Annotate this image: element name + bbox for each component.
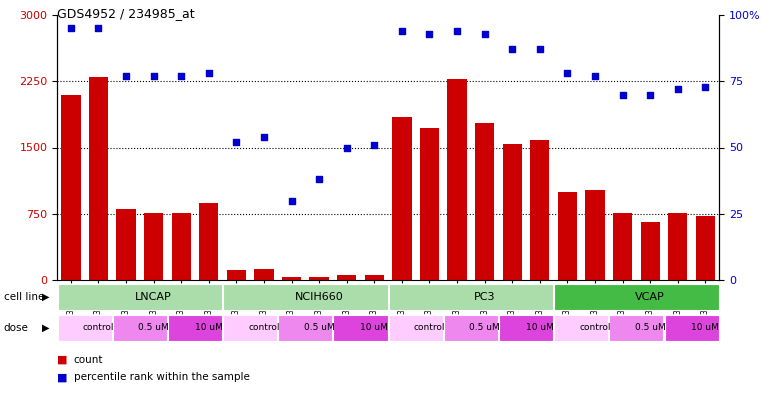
Bar [199, 203, 218, 280]
Bar [613, 213, 632, 280]
Text: ■: ■ [57, 373, 68, 382]
Text: control: control [414, 323, 445, 332]
Bar [168, 316, 222, 341]
Point [231, 139, 243, 145]
Point [258, 134, 270, 140]
Bar [554, 316, 608, 341]
Bar [558, 192, 577, 280]
Bar [392, 117, 412, 280]
Point [562, 70, 574, 77]
Text: 10 uM: 10 uM [526, 323, 554, 332]
Bar [282, 277, 301, 280]
Bar [116, 209, 135, 280]
Text: 0.5 uM: 0.5 uM [470, 323, 500, 332]
Point [699, 83, 712, 90]
Bar [475, 123, 495, 280]
Text: 0.5 uM: 0.5 uM [139, 323, 169, 332]
Text: 0.5 uM: 0.5 uM [304, 323, 335, 332]
Point [644, 91, 656, 97]
Bar [279, 316, 333, 341]
Point [313, 176, 325, 182]
Bar [420, 128, 439, 280]
Text: VCAP: VCAP [635, 292, 665, 302]
Text: ▶: ▶ [42, 323, 49, 333]
Bar [58, 316, 112, 341]
Bar [333, 316, 387, 341]
Text: control: control [248, 323, 280, 332]
Bar [664, 316, 718, 341]
Bar [668, 213, 687, 280]
Text: percentile rank within the sample: percentile rank within the sample [74, 373, 250, 382]
Point [423, 30, 435, 37]
Text: LNCAP: LNCAP [135, 292, 172, 302]
Point [368, 142, 380, 148]
Text: control: control [579, 323, 611, 332]
Bar [610, 316, 664, 341]
Bar [389, 316, 443, 341]
Bar [641, 222, 660, 280]
Point [92, 25, 104, 31]
Bar [144, 213, 164, 280]
Bar [223, 285, 387, 310]
Bar [61, 94, 81, 280]
Point [396, 28, 408, 34]
Text: PC3: PC3 [474, 292, 495, 302]
Text: 10 uM: 10 uM [692, 323, 719, 332]
Bar [502, 144, 522, 280]
Point [533, 46, 546, 53]
Bar [499, 316, 553, 341]
Bar [696, 215, 715, 280]
Bar [58, 285, 222, 310]
Bar [89, 77, 108, 280]
Bar [337, 275, 356, 280]
Text: control: control [83, 323, 114, 332]
Point [65, 25, 77, 31]
Text: count: count [74, 355, 103, 365]
Bar [444, 316, 498, 341]
Bar [171, 213, 191, 280]
Bar [389, 285, 553, 310]
Text: NCIH660: NCIH660 [295, 292, 343, 302]
Bar [447, 79, 466, 280]
Point [616, 91, 629, 97]
Point [202, 70, 215, 77]
Point [451, 28, 463, 34]
Point [175, 73, 187, 79]
Bar [310, 277, 329, 280]
Bar [227, 270, 246, 280]
Text: cell line: cell line [4, 292, 44, 302]
Bar [254, 268, 274, 280]
Text: 0.5 uM: 0.5 uM [635, 323, 666, 332]
Point [506, 46, 518, 53]
Bar [223, 316, 277, 341]
Text: GDS4952 / 234985_at: GDS4952 / 234985_at [57, 7, 195, 20]
Bar [530, 140, 549, 280]
Point [120, 73, 132, 79]
Bar [585, 190, 605, 280]
Bar [554, 285, 718, 310]
Point [341, 144, 353, 151]
Text: ■: ■ [57, 355, 68, 365]
Bar [113, 316, 167, 341]
Text: ▶: ▶ [42, 292, 49, 302]
Text: 10 uM: 10 uM [361, 323, 388, 332]
Point [589, 73, 601, 79]
Point [285, 197, 298, 204]
Point [479, 30, 491, 37]
Text: dose: dose [4, 323, 29, 333]
Text: 10 uM: 10 uM [195, 323, 223, 332]
Bar [365, 275, 384, 280]
Point [672, 86, 684, 92]
Point [148, 73, 160, 79]
